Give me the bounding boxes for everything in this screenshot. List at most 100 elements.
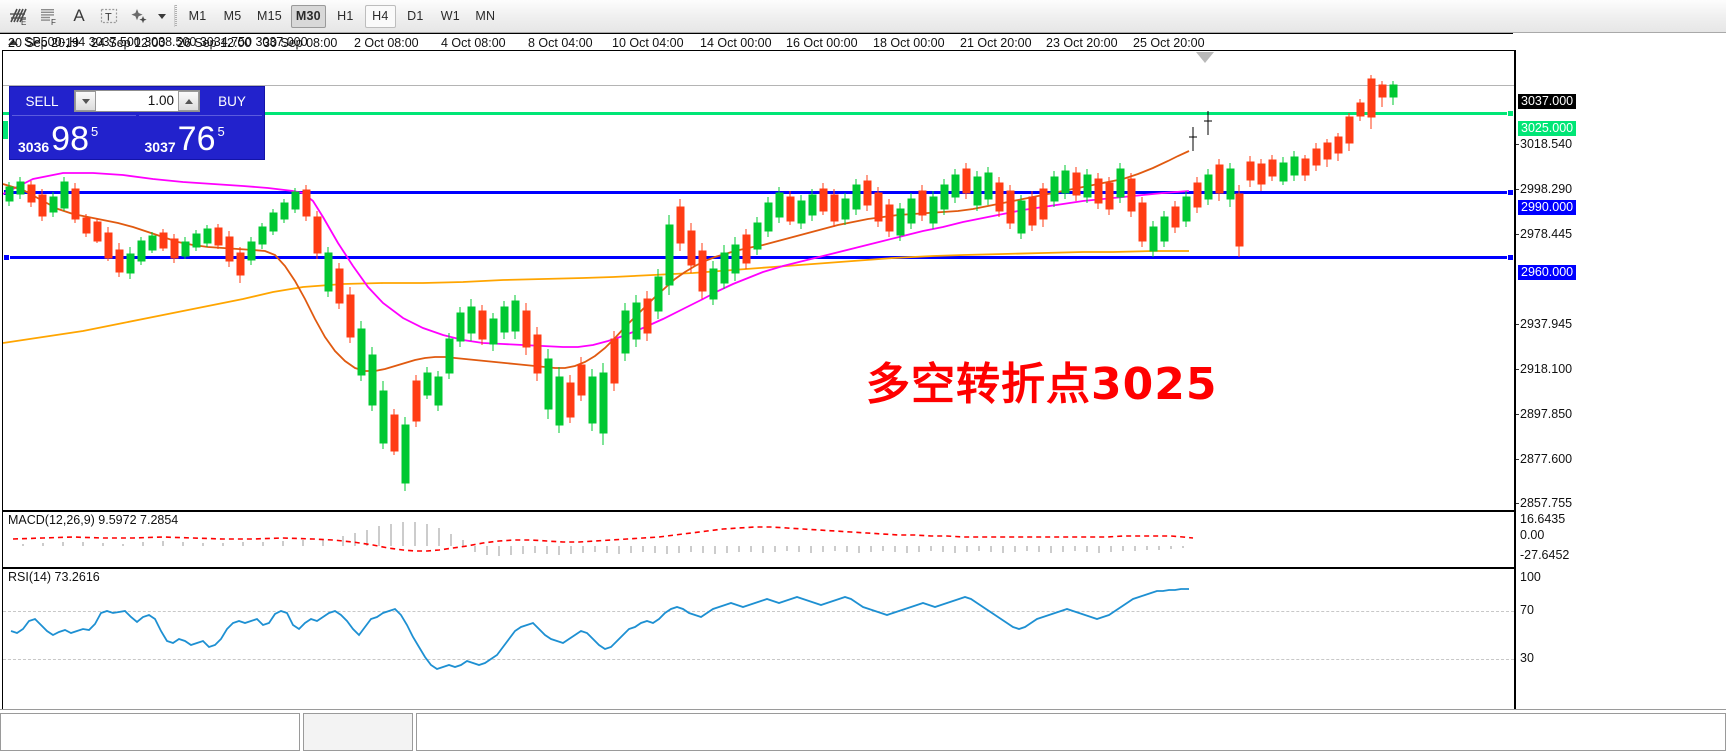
chart-annotation-text[interactable]: 多空转折点3025 xyxy=(866,359,1218,410)
level-line-2960[interactable] xyxy=(3,254,1514,261)
price-scale-tick-2978: 2978.445 xyxy=(1515,227,1573,241)
price-scale[interactable]: 3037.000 3025.000 3018.540 2998.290 2990… xyxy=(1515,50,1726,511)
timeframe-mn[interactable]: MN xyxy=(475,9,496,23)
level-handle-3025[interactable] xyxy=(1507,110,1514,117)
objects-dropdown-icon[interactable] xyxy=(154,2,170,31)
time-label-13: 25 Oct 20:00 xyxy=(1133,36,1205,50)
macd-scale-zero: 0.00 xyxy=(1520,528,1545,542)
macd-indicator-label: MACD(12,26,9) 9.5972 7.2854 xyxy=(8,513,179,527)
svg-text:E: E xyxy=(21,18,26,26)
time-label-6: 8 Oct 04:00 xyxy=(528,36,593,50)
price-scale-tick-3018: 3018.540 xyxy=(1515,137,1573,151)
text-tool-icon[interactable]: A xyxy=(73,6,85,25)
timeframe-m1[interactable]: M1 xyxy=(188,9,207,23)
chart-area: SP500-,H4 3037.500 3038.500 3034.750 303… xyxy=(0,33,1726,753)
rsi-scale-100: 100 xyxy=(1520,570,1541,584)
time-label-11: 21 Oct 20:00 xyxy=(960,36,1032,50)
price-scale-tick-2897: 2897.850 xyxy=(1515,407,1573,421)
sell-price-fraction: 5 xyxy=(90,124,99,139)
current-price-line xyxy=(3,85,1514,86)
svg-text:T: T xyxy=(105,12,112,24)
time-label-2: 26 Sep 12:00 xyxy=(177,36,252,50)
rsi-panel[interactable]: RSI(14) 73.2616 xyxy=(2,568,1515,720)
timeframe-m30[interactable]: M30 xyxy=(290,4,326,28)
price-scale-label-current: 3037.000 xyxy=(1518,94,1577,109)
macd-scale: 16.6435 0.00 -27.6452 xyxy=(1515,511,1726,568)
taskbar-panel-left[interactable] xyxy=(0,713,300,751)
volume-decrement-button[interactable] xyxy=(75,91,96,111)
buy-price-big: 76 xyxy=(177,120,216,158)
symbol-ohlc-text: SP500-,H4 3037.500 3038.500 3034.750 303… xyxy=(24,34,308,49)
time-label-0: 20 Sep 2019 xyxy=(8,36,79,50)
price-scale-label-2960: 2960.000 xyxy=(1518,265,1577,280)
chart-top-marker-icon xyxy=(1196,52,1214,63)
buy-button[interactable]: BUY xyxy=(218,93,246,109)
rsi-scale-70: 70 xyxy=(1520,603,1534,617)
timeframe-h4[interactable]: H4 xyxy=(364,4,396,28)
level-line-3025[interactable] xyxy=(3,110,1514,117)
price-scale-tick-2998: 2998.290 xyxy=(1515,182,1573,196)
rsi-level-70-line xyxy=(3,611,1514,612)
bottom-taskbar xyxy=(0,709,1726,753)
trade-panel-quotes: 3036 98 5 3037 76 5 xyxy=(10,115,264,159)
time-label-7: 10 Oct 04:00 xyxy=(612,36,684,50)
time-label-3: 30 Sep 08:00 xyxy=(263,36,338,50)
time-axis-line xyxy=(0,33,1513,34)
sell-price-whole: 3036 xyxy=(18,139,50,155)
sell-button[interactable]: SELL xyxy=(25,93,59,109)
timeframe-w1[interactable]: W1 xyxy=(440,9,460,23)
price-scale-label-2990: 2990.000 xyxy=(1518,200,1577,215)
price-scale-tick-2937: 2937.945 xyxy=(1515,317,1573,331)
sell-price-big: 98 xyxy=(51,120,89,158)
rsi-scale-30: 30 xyxy=(1520,651,1534,665)
time-label-8: 14 Oct 00:00 xyxy=(700,36,772,50)
time-label-9: 16 Oct 00:00 xyxy=(786,36,858,50)
time-label-5: 4 Oct 08:00 xyxy=(441,36,506,50)
templates-icon[interactable]: F xyxy=(34,2,64,31)
text-label-icon[interactable]: T xyxy=(94,2,124,31)
toolbar-separator xyxy=(170,4,180,28)
level-handle-2990[interactable] xyxy=(1507,189,1514,196)
objects-icon[interactable] xyxy=(124,2,154,31)
taskbar-panel-right[interactable] xyxy=(416,713,1726,751)
level-handle-2960[interactable] xyxy=(1507,254,1514,261)
sell-price-quote[interactable]: 3036 98 5 xyxy=(12,115,136,157)
level-handle-2960-left[interactable] xyxy=(3,254,10,261)
svg-text:F: F xyxy=(51,18,56,26)
volume-input-group[interactable]: 1.00 xyxy=(74,90,200,112)
macd-scale-min: -27.6452 xyxy=(1520,548,1570,562)
time-label-1: 24 Sep 12:00 xyxy=(91,36,166,50)
main-toolbar: E F A T xyxy=(0,0,1726,33)
buy-price-quote[interactable]: 3037 76 5 xyxy=(138,115,262,158)
timeframe-d1[interactable]: D1 xyxy=(407,9,424,23)
rsi-indicator-label: RSI(14) 73.2616 xyxy=(8,570,100,584)
buy-price-fraction: 5 xyxy=(217,124,225,139)
one-click-trading-panel[interactable]: SELL 1.00 BUY 3036 98 5 3037 76 5 xyxy=(9,86,265,160)
price-scale-tick-2918: 2918.100 xyxy=(1515,362,1573,376)
macd-plot xyxy=(12,522,1194,556)
collapse-triangle-icon[interactable] xyxy=(8,38,18,45)
left-edge-price-marker xyxy=(3,121,8,139)
trade-panel-header: SELL 1.00 BUY xyxy=(10,87,264,115)
price-scale-tick-2877: 2877.600 xyxy=(1515,452,1573,466)
symbol-ohlc-bar: SP500-,H4 3037.500 3038.500 3034.750 303… xyxy=(0,33,1726,50)
macd-panel[interactable]: MACD(12,26,9) 9.5972 7.2854 xyxy=(2,511,1515,568)
time-label-12: 23 Oct 20:00 xyxy=(1046,36,1118,50)
time-axis[interactable]: 20 Sep 2019 24 Sep 12:00 26 Sep 12:00 30… xyxy=(0,33,1722,55)
macd-scale-max: 16.6435 xyxy=(1520,512,1566,526)
volume-input[interactable]: 1.00 xyxy=(147,93,174,108)
timeframe-m15[interactable]: M15 xyxy=(257,9,282,23)
time-label-10: 18 Oct 00:00 xyxy=(873,36,945,50)
price-candlestick-plot xyxy=(3,75,1398,491)
indicators-icon[interactable]: E xyxy=(4,2,34,31)
rsi-scale: 100 70 30 xyxy=(1515,568,1726,720)
time-label-4: 2 Oct 08:00 xyxy=(354,36,419,50)
price-scale-tick-2857: 2857.755 xyxy=(1515,496,1573,510)
rsi-plot xyxy=(10,588,1189,670)
timeframe-h1[interactable]: H1 xyxy=(337,9,354,23)
taskbar-panel-mid[interactable] xyxy=(303,713,413,751)
timeframe-m5[interactable]: M5 xyxy=(223,9,242,23)
price-scale-label-3025: 3025.000 xyxy=(1518,121,1577,136)
volume-increment-button[interactable] xyxy=(178,91,199,111)
rsi-level-30-line xyxy=(3,659,1514,660)
